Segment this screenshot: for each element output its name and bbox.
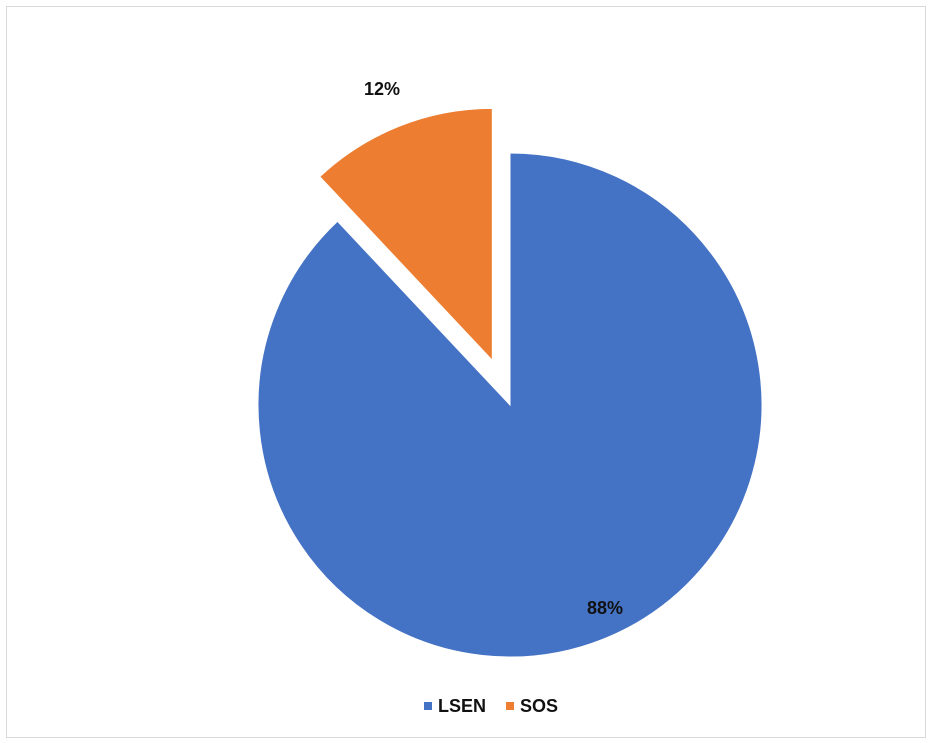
data-label-lsen: 88%: [587, 598, 623, 618]
legend-swatch-sos: [506, 702, 514, 710]
legend: LSEN SOS: [424, 696, 558, 716]
legend-label-sos: SOS: [520, 696, 558, 716]
pie-slice-lsen: [257, 152, 763, 658]
data-labels: 88% 12%: [364, 79, 623, 618]
pie-slice-sos: [319, 107, 493, 362]
pie-slices: [257, 107, 763, 658]
legend-label-lsen: LSEN: [438, 696, 486, 716]
data-label-sos: 12%: [364, 79, 400, 99]
legend-swatch-lsen: [424, 702, 432, 710]
